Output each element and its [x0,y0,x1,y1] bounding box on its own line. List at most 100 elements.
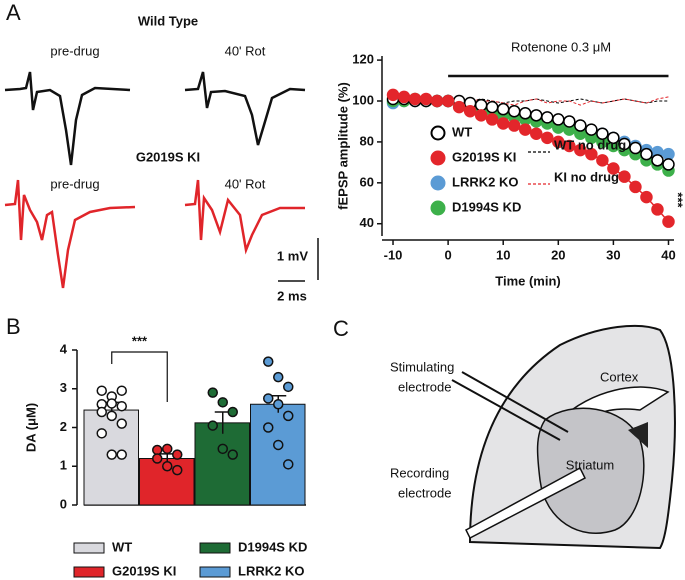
data-point [116,418,127,429]
legend-label: G2019S KI [452,149,516,164]
data-point [96,428,107,439]
legend-marker [430,125,446,141]
significance-bracket [111,351,168,402]
diagram-label: Recording [390,465,449,480]
data-point [596,127,609,140]
legend-marker [430,150,446,166]
data-point [263,393,274,404]
data-point [485,113,499,126]
trace-title: G2019S KI [136,149,200,164]
data-point [640,190,653,204]
region [628,422,648,448]
data-point [106,449,117,460]
data-point [172,449,183,460]
trace-label: pre-drug [50,43,99,58]
legend-swatch [199,566,231,578]
data-point [585,147,598,161]
data-point [629,141,642,155]
y-axis-title: fEPSP amplitude (%) [335,82,350,210]
data-point [283,410,294,422]
x-tick-label: 0 [444,247,451,262]
x-tick-label: 30 [606,247,620,262]
x-tick-label: 20 [551,247,565,262]
data-point [217,443,228,455]
diagram-label: Stimulating [390,359,454,374]
data-point [607,131,620,145]
data-point [552,113,565,126]
data-point [441,94,455,108]
trace-title: Wild Type [138,13,198,28]
data-point [116,400,127,412]
data-point [96,406,107,418]
data-point [474,98,488,112]
data-point [273,399,284,410]
data-point [408,92,422,106]
legend-marker [430,200,446,216]
data-point [651,154,664,167]
data-point [283,381,294,393]
data-point [283,459,294,470]
y-tick-label: 60 [360,174,374,189]
significance: *** [132,333,148,348]
data-point [419,92,433,106]
data-point [662,215,675,228]
data-point [618,137,631,151]
legend-label: KI no drug [554,169,619,184]
electrode [461,371,569,433]
legend-label: WT no drug [554,137,626,152]
data-point [263,356,274,367]
trace [4,179,136,289]
data-point [273,439,284,451]
bar [250,403,306,506]
y-tick-label: 80 [360,133,374,148]
data-point [452,100,466,114]
data-point [507,104,521,118]
legend-label: G2019S KI [112,563,176,578]
y-tick-label: 100 [352,92,374,107]
trace [184,71,306,146]
data-point [474,109,488,122]
y-tick-label: 0 [60,496,67,511]
data-point [273,371,284,383]
data-point [574,143,587,157]
data-point [227,449,238,460]
data-point [227,406,238,418]
data-point [106,398,117,409]
data-point [496,117,510,130]
panel-label: A [6,0,21,25]
diagram-label: Cortex [600,369,639,384]
data-point [162,443,173,455]
y-tick-label: 120 [352,52,374,67]
data-point [552,135,565,149]
legend-label: WT [452,124,472,139]
data-point [263,422,274,433]
data-point [116,385,127,396]
electrode [465,466,587,540]
y-tick-label: 3 [60,380,67,395]
data-point [574,119,587,132]
striatum-shape [536,407,645,535]
data-point [640,147,653,161]
legend-swatch [73,566,105,578]
data-point [662,147,675,161]
panel-label: B [6,314,21,339]
trace [184,179,305,255]
y-tick-label: 1 [60,458,67,473]
data-point [152,444,163,456]
data-point [207,420,218,431]
data-point [496,102,510,116]
data-point [518,123,532,136]
data-point [430,94,444,108]
x-tick-label: 40 [661,247,675,262]
data-point [485,100,499,114]
y-tick-label: 2 [60,419,67,434]
data-point [607,162,620,175]
trace [4,71,131,166]
legend-label: LRRK2 KO [452,174,518,189]
x-axis-title: Time (min) [495,273,561,288]
significance: *** [671,192,685,208]
trace-label: 40' Rot [225,43,266,58]
data-point [96,385,107,396]
data-point [662,158,675,171]
